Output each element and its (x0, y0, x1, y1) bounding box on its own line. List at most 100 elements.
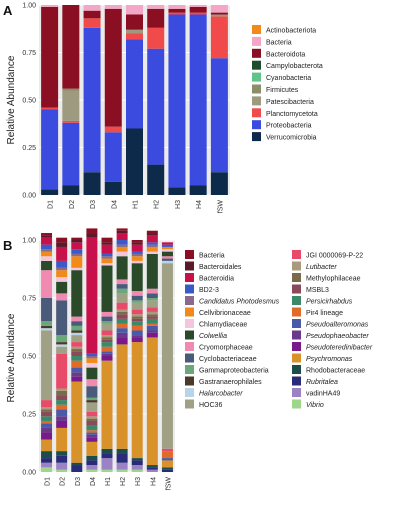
legend-label-pseudoalteromonas: Pseudoalteromonas (306, 322, 369, 329)
bar-segment-bd2-3 (101, 253, 113, 257)
bar-segment-pseudoteredinibacter (41, 432, 53, 440)
bar-segment-planctomycetota (62, 120, 80, 123)
legend-label-cyanobacteria: Cyanobacteria (266, 75, 311, 82)
bar-segment-jgi-0000069-p-22 (146, 307, 158, 312)
y-tick-label: 0.75 (22, 296, 36, 303)
bar-segment-gastranaerophilales (86, 400, 98, 403)
bar-segment-pseudophaeobacter (146, 330, 158, 333)
bar-segment-pseudoalteromonas (56, 409, 68, 417)
bar-segment-cyclobacteriaceae (41, 298, 53, 322)
legend-label-campylobacterota: Campylobacterota (266, 63, 323, 70)
bar-segment-jgi-0000069-p-22 (101, 330, 113, 336)
bar-segment-patescibacteria (210, 14, 228, 17)
bar-segment-vadinha49 (116, 462, 128, 470)
panel-a-label: A (3, 3, 13, 18)
bar-segment-bacteroidia (116, 233, 128, 240)
bar-segment-gammaproteobacteria (101, 321, 113, 324)
bar-segment-bacteroidia (41, 237, 53, 245)
legend-label-psychromonas: Psychromonas (306, 356, 353, 363)
bar-segment-firmicutes (62, 88, 80, 91)
bar-segment-rhodobacteraceae (56, 451, 68, 456)
bar-segment-candidatus-photodesmus (101, 256, 113, 259)
legend-swatch-pir4-lineage (292, 307, 301, 317)
bar-segment-lutibacter (101, 335, 113, 338)
bar-segment-gammaproteobacteria (86, 397, 98, 401)
bar-segment-rubritalea (41, 458, 53, 463)
bar-segment-cyclobacteriaceae (161, 258, 173, 261)
bar-segment-pseudophaeobacter (131, 335, 143, 338)
bar-segment-pseudoteredinibacter (146, 332, 158, 338)
bar-stack-h3 (168, 5, 186, 195)
bar-segment-halarcobacter (56, 344, 68, 347)
bar-stack-d4 (104, 5, 122, 195)
bar-segment-psychromonas (71, 381, 83, 463)
x-tick-label: fSW (217, 200, 224, 214)
bar-segment-methylophilaceae (131, 316, 143, 319)
bar-segment-pseudoalteromonas (86, 432, 98, 435)
bar-segment-planctomycetota (210, 16, 228, 59)
bar-segment-planctomycetota (41, 107, 59, 110)
x-tick-label: H1 (105, 477, 112, 486)
bar-segment-verrucomicrobia (210, 172, 228, 195)
bar-segment-persicirhabdus (56, 400, 68, 405)
legend-swatch-actinobacteriota (252, 25, 261, 34)
bar-segment-rubritalea (131, 460, 143, 466)
bar-segment-cellvibrionaceae (101, 258, 113, 264)
bar-segment-bacteria (41, 233, 53, 236)
bar-segment-candidatus-photodesmus (56, 267, 68, 271)
bar-segment-candidatus-photodesmus (116, 244, 128, 247)
bar-segment-bacteroidota (83, 10, 101, 19)
bar-segment-lutibacter (86, 416, 98, 419)
panel-a-legend: Actinobacteriota Bacteria Bacteroidota Camp… (252, 25, 323, 142)
bar-segment-bacteroidales (101, 242, 113, 245)
legend-swatch-hoc36 (185, 399, 194, 409)
bar-segment-gammaproteobacteria (41, 321, 53, 326)
panel-b-legend: Bacteria Bacteroidales Bacteroidia BD2-3 Can… (185, 250, 373, 409)
bar-segment-pir4-lineage (116, 323, 128, 329)
bar-segment-verrucomicrobia (41, 189, 59, 195)
legend-label-vadinha49: vadinHA49 (306, 391, 340, 398)
bar-segment-pseudoteredinibacter (116, 337, 128, 345)
legend-label-cellvibrionaceae: Cellvibrionaceae (199, 310, 251, 317)
legend-swatch-bacteria (185, 250, 194, 259)
bar-segment-bacteroidota (126, 14, 143, 30)
bar-segment-bacteria (126, 5, 143, 15)
legend-swatch-gammaproteobacteria (185, 365, 194, 374)
bar-segment-halarcobacter (71, 332, 83, 336)
bar-segment-bacteroidia (131, 244, 143, 252)
legend-swatch-psychromonas (292, 353, 301, 363)
bar-stack-d3 (83, 5, 101, 195)
legend-label-cryomorphaceae: Cryomorphaceae (199, 345, 253, 352)
bar-segment-planctomycetota (126, 33, 143, 40)
bar-segment-rubritalea (116, 453, 128, 463)
bar-segment-pseudoalteromonas (131, 330, 143, 336)
legend-swatch-cellvibrionaceae (185, 307, 194, 317)
bar-segment-proteobacteria (104, 132, 122, 182)
bar-segment-methylophilaceae (86, 418, 98, 421)
bar-segment-cryomorphaceae (116, 279, 128, 285)
bar-segment-pseudoteredinibacter (86, 437, 98, 442)
bar-segment-pseudoteredinibacter (71, 376, 83, 382)
bar-segment-candidatus-photodesmus (86, 356, 98, 359)
bar-segment-jgi-0000069-p-22 (56, 353, 68, 389)
bar-segment-vadinha49 (86, 465, 98, 470)
bar-segment-lutibacter (56, 388, 68, 391)
bar-segment-planctomycetota (189, 12, 207, 15)
x-tick-label: H2 (154, 200, 161, 209)
bar-segment-candidatus-photodesmus (131, 253, 143, 257)
legend-swatch-cyanobacteria (252, 72, 261, 82)
bar-segment-persicirhabdus (71, 356, 83, 361)
legend-label-verrucomicrobia: Verrucomicrobia (266, 135, 317, 142)
bar-segment-gastranaerophilales (41, 325, 53, 329)
bar-segment-verrucomicrobia (126, 128, 143, 195)
legend-label-chlamydiaceae: Chlamydiaceae (199, 322, 247, 329)
bar-segment-pir4-lineage (146, 323, 158, 326)
x-tick-label: D4 (111, 200, 118, 209)
bar-segment-verrucomicrobia (104, 181, 122, 195)
legend-label-lutibacter: Lutibacter (306, 264, 337, 271)
bar-stack-d4 (86, 228, 98, 472)
bar-segment-rubritalea (86, 460, 98, 466)
legend-swatch-bacteroidota (252, 48, 261, 58)
legend-swatch-candidatus-photodesmus (185, 296, 194, 305)
bar-segment-colwellia (116, 256, 128, 280)
